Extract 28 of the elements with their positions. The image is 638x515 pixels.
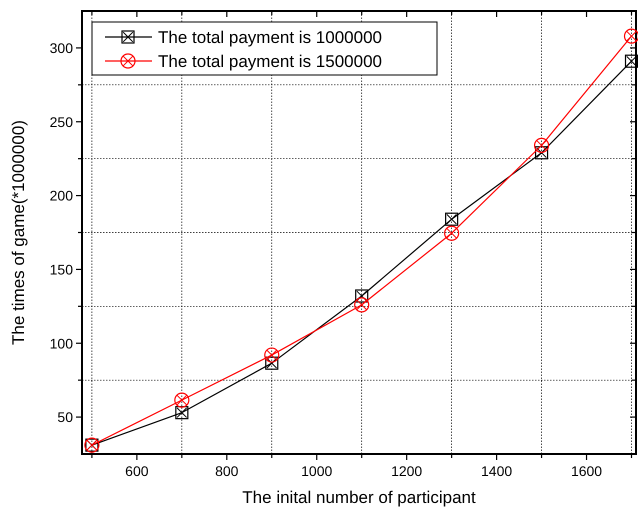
y-axis-title: The times of game(*1000000) (9, 120, 28, 345)
point (534, 146, 548, 160)
y-tick-label: 50 (57, 409, 74, 426)
point (264, 347, 280, 363)
point (445, 212, 458, 226)
point (174, 392, 190, 408)
y-tick-label: 200 (50, 188, 74, 204)
y-tick-label: 300 (50, 40, 74, 56)
point (354, 297, 370, 312)
y-tick-label: 100 (50, 335, 74, 352)
legend-label: The total payment is 1000000 (158, 28, 382, 47)
point (624, 54, 638, 68)
point (444, 226, 460, 241)
x-tick-label: 1000 (301, 463, 333, 479)
point (175, 406, 188, 420)
point (265, 356, 278, 370)
x-tick-label: 1200 (391, 463, 422, 479)
point (355, 289, 368, 303)
y-tick-label: 150 (50, 261, 74, 278)
x-tick-label: 1400 (481, 463, 512, 479)
x-axis-title: The inital number of participant (242, 488, 476, 507)
y-tick-label: 250 (50, 114, 74, 130)
legend-label: The total payment is 1500000 (158, 52, 382, 71)
x-tick-label: 800 (215, 463, 239, 479)
x-tick-label: 600 (125, 463, 149, 479)
point (534, 138, 550, 153)
x-tick-label: 1600 (570, 463, 602, 479)
point (624, 28, 638, 44)
